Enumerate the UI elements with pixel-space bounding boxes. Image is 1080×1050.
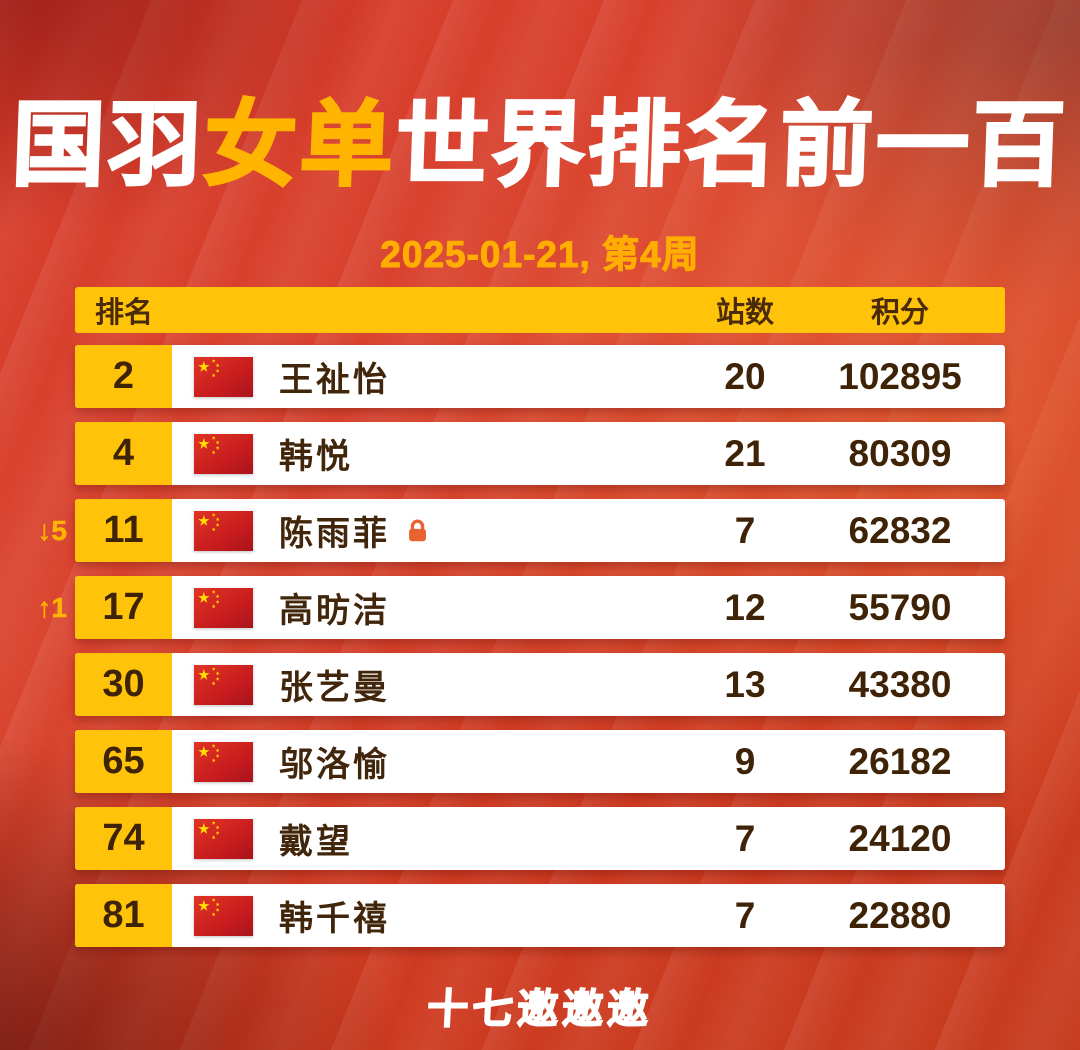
tournaments-value: 20 xyxy=(724,355,766,397)
china-flag-icon xyxy=(194,818,253,859)
player-cell: 韩千禧 xyxy=(172,891,695,940)
rank-value: 11 xyxy=(75,499,172,562)
table-row: 65 邬洛愉 9 26182 xyxy=(75,730,1005,793)
header-points: 积分 xyxy=(870,297,929,329)
rank-change-up-indicator: ↑1 xyxy=(37,591,67,623)
player-cell: 邬洛愉 xyxy=(172,737,695,786)
points-value: 80309 xyxy=(848,432,952,474)
player-name: 张艺曼 xyxy=(279,669,390,707)
player-name: 王祉怡 xyxy=(279,361,390,399)
tournaments-value: 21 xyxy=(724,432,766,474)
table-row: 30 张艺曼 13 43380 xyxy=(75,653,1005,716)
tournaments-value: 7 xyxy=(734,817,756,859)
rank-value: 4 xyxy=(75,422,172,485)
player-name: 韩悦 xyxy=(279,438,353,476)
rank-value: 2 xyxy=(75,345,172,408)
table-header-row: 排名 站数 积分 xyxy=(75,287,1005,333)
tournaments-value: 12 xyxy=(724,586,766,628)
table-row: 4 韩悦 21 80309 xyxy=(75,422,1005,485)
footer-watermark: 十七邀邀邀 xyxy=(425,985,654,1033)
points-value: 55790 xyxy=(848,586,952,628)
title-part1: 国羽 xyxy=(9,92,207,199)
points-value: 26182 xyxy=(848,740,952,782)
points-value: 62832 xyxy=(848,509,952,551)
points-value: 43380 xyxy=(848,663,952,705)
lock-icon xyxy=(409,519,426,542)
player-name: 戴望 xyxy=(279,823,353,861)
points-value: 102895 xyxy=(838,355,962,397)
player-cell: 戴望 xyxy=(172,814,695,863)
tournaments-value: 7 xyxy=(734,894,756,936)
china-flag-icon xyxy=(194,510,253,551)
china-flag-icon xyxy=(194,664,253,705)
player-cell: 韩悦 xyxy=(172,429,695,478)
china-flag-icon xyxy=(194,433,253,474)
china-flag-icon xyxy=(194,741,253,782)
table-row: 81 韩千禧 7 22880 xyxy=(75,884,1005,947)
player-cell: 高昉洁 xyxy=(172,583,695,632)
title-part2: 世界排名前一百 xyxy=(393,92,1071,199)
ranking-rows: 2 王祉怡 20 102895 xyxy=(37,345,1005,947)
table-row: ↑1 17 高昉洁 12 55790 xyxy=(37,576,1005,639)
tournaments-value: 13 xyxy=(724,663,766,705)
table-row: ↓5 11 陈雨菲 xyxy=(37,499,1005,562)
page-title: 国羽女单世界排名前一百 xyxy=(0,92,1080,199)
rank-value: 81 xyxy=(75,884,172,947)
tournaments-value: 7 xyxy=(734,509,756,551)
china-flag-icon xyxy=(194,895,253,936)
player-name: 邬洛愉 xyxy=(279,746,390,784)
player-name: 高昉洁 xyxy=(279,592,390,630)
table-row: 74 戴望 7 24120 xyxy=(75,807,1005,870)
header-rank: 排名 xyxy=(95,297,154,329)
date-subtitle: 2025-01-21, 第4周 xyxy=(380,234,700,276)
rank-value: 30 xyxy=(75,653,172,716)
rank-change-down-indicator: ↓5 xyxy=(37,514,67,546)
china-flag-icon xyxy=(194,356,253,397)
player-name: 韩千禧 xyxy=(279,900,390,938)
player-name: 陈雨菲 xyxy=(279,515,390,553)
rank-value: 17 xyxy=(75,576,172,639)
player-cell: 王祉怡 xyxy=(172,352,695,401)
rank-value: 74 xyxy=(75,807,172,870)
points-value: 24120 xyxy=(848,817,952,859)
china-flag-icon xyxy=(194,587,253,628)
player-cell: 张艺曼 xyxy=(172,660,695,709)
tournaments-value: 9 xyxy=(734,740,756,782)
player-cell: 陈雨菲 xyxy=(172,506,695,555)
points-value: 22880 xyxy=(848,894,952,936)
title-highlight: 女单 xyxy=(201,92,399,199)
table-row: 2 王祉怡 20 102895 xyxy=(75,345,1005,408)
ranking-table: 排名 站数 积分 2 王祉怡 xyxy=(37,287,1005,961)
header-tournaments: 站数 xyxy=(715,297,774,329)
rank-value: 65 xyxy=(75,730,172,793)
